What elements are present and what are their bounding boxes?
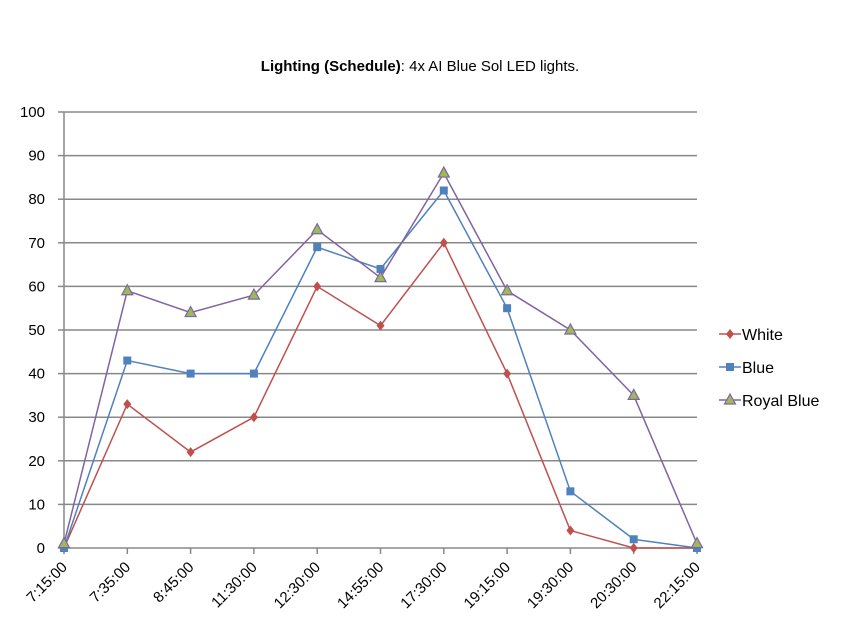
y-tick-label: 70: [28, 235, 45, 252]
y-tick-label: 50: [28, 322, 45, 339]
gridlines: [64, 111, 697, 506]
data-point-white: [249, 412, 258, 423]
data-point-royal-blue: [120, 283, 134, 296]
data-point-white: [439, 237, 448, 248]
data-point-blue: [566, 487, 575, 496]
data-point-white: [123, 399, 132, 410]
series-white: [60, 237, 701, 553]
legend-marker: [726, 329, 734, 339]
x-tick-label: 7:15:00: [23, 559, 70, 606]
series-royal-blue: [57, 165, 704, 549]
data-point-royal-blue: [437, 165, 451, 178]
x-tick-label: 12:30:00: [271, 559, 324, 612]
legend-label: Royal Blue: [742, 393, 819, 410]
data-point-blue: [249, 369, 258, 378]
series-line-white: [63, 241, 697, 549]
series-group: [57, 165, 704, 553]
data-point-white: [313, 281, 322, 292]
y-tick-label: 0: [37, 540, 45, 557]
data-point-white: [503, 368, 512, 379]
y-tick-label: 100: [20, 104, 45, 121]
data-point-white: [186, 447, 195, 458]
data-point-royal-blue: [690, 536, 704, 549]
y-tick-label: 80: [28, 191, 45, 208]
x-tick-label: 17:30:00: [397, 559, 450, 612]
legend-label: White: [742, 327, 783, 344]
x-tick-label: 8:45:00: [150, 559, 197, 606]
x-tick-label: 20:30:00: [587, 559, 640, 612]
x-axis: 7:15:00 7:35:00 8:45:00 11:30:00 12:30:00 14:…: [23, 547, 704, 612]
data-point-royal-blue: [627, 388, 641, 400]
data-point-white: [376, 320, 385, 331]
data-point-blue: [313, 243, 322, 252]
chart-title-bold: Lighting (Schedule): [261, 58, 401, 75]
y-tick-label: 90: [28, 148, 45, 165]
series-blue: [60, 186, 701, 552]
x-tick-label: 7:35:00: [87, 559, 134, 606]
series-line-blue: [63, 189, 698, 549]
data-point-royal-blue: [500, 283, 514, 296]
data-point-blue: [376, 264, 385, 273]
chart-title: Lighting (Schedule): 4x AI Blue Sol LED …: [261, 58, 579, 75]
data-point-blue: [629, 535, 638, 544]
y-tick-label: 20: [28, 453, 45, 470]
data-point-blue: [439, 186, 448, 195]
x-tick-label: 14:55:00: [334, 559, 387, 612]
data-point-white: [566, 525, 575, 536]
data-point-royal-blue: [184, 305, 198, 318]
legend-item-royal-blue: Royal Blue: [719, 392, 819, 410]
legend-label: Blue: [742, 360, 774, 377]
x-tick-label: 11:30:00: [208, 559, 261, 612]
data-point-royal-blue: [563, 322, 577, 335]
y-axis: 0 10 20 30 40 50 60 70 80 90 100: [20, 104, 65, 557]
data-point-blue: [123, 356, 132, 365]
y-tick-label: 30: [28, 409, 45, 426]
data-point-royal-blue: [373, 270, 388, 283]
legend-item-blue: Blue: [719, 360, 774, 377]
y-tick-label: 10: [28, 496, 45, 513]
data-point-royal-blue: [310, 222, 324, 235]
y-tick-label: 40: [28, 366, 45, 383]
legend-marker: [723, 392, 737, 405]
legend-item-white: White: [719, 327, 783, 344]
x-tick-label: 19:30:00: [524, 559, 577, 612]
data-point-blue: [186, 369, 195, 378]
data-point-royal-blue: [247, 287, 261, 300]
x-tick-label: 19:15:00: [461, 559, 514, 612]
series-line-royal-blue: [63, 171, 698, 544]
chart-title-rest: : 4x AI Blue Sol LED lights.: [401, 58, 579, 75]
y-tick-label: 60: [28, 278, 45, 295]
data-point-blue: [503, 304, 512, 313]
legend-marker: [726, 363, 734, 371]
legend: White Blue Royal Blue: [719, 327, 819, 410]
data-point-white: [629, 543, 638, 553]
x-tick-label: 22:15:00: [651, 559, 704, 612]
data-point-royal-blue: [57, 536, 71, 549]
